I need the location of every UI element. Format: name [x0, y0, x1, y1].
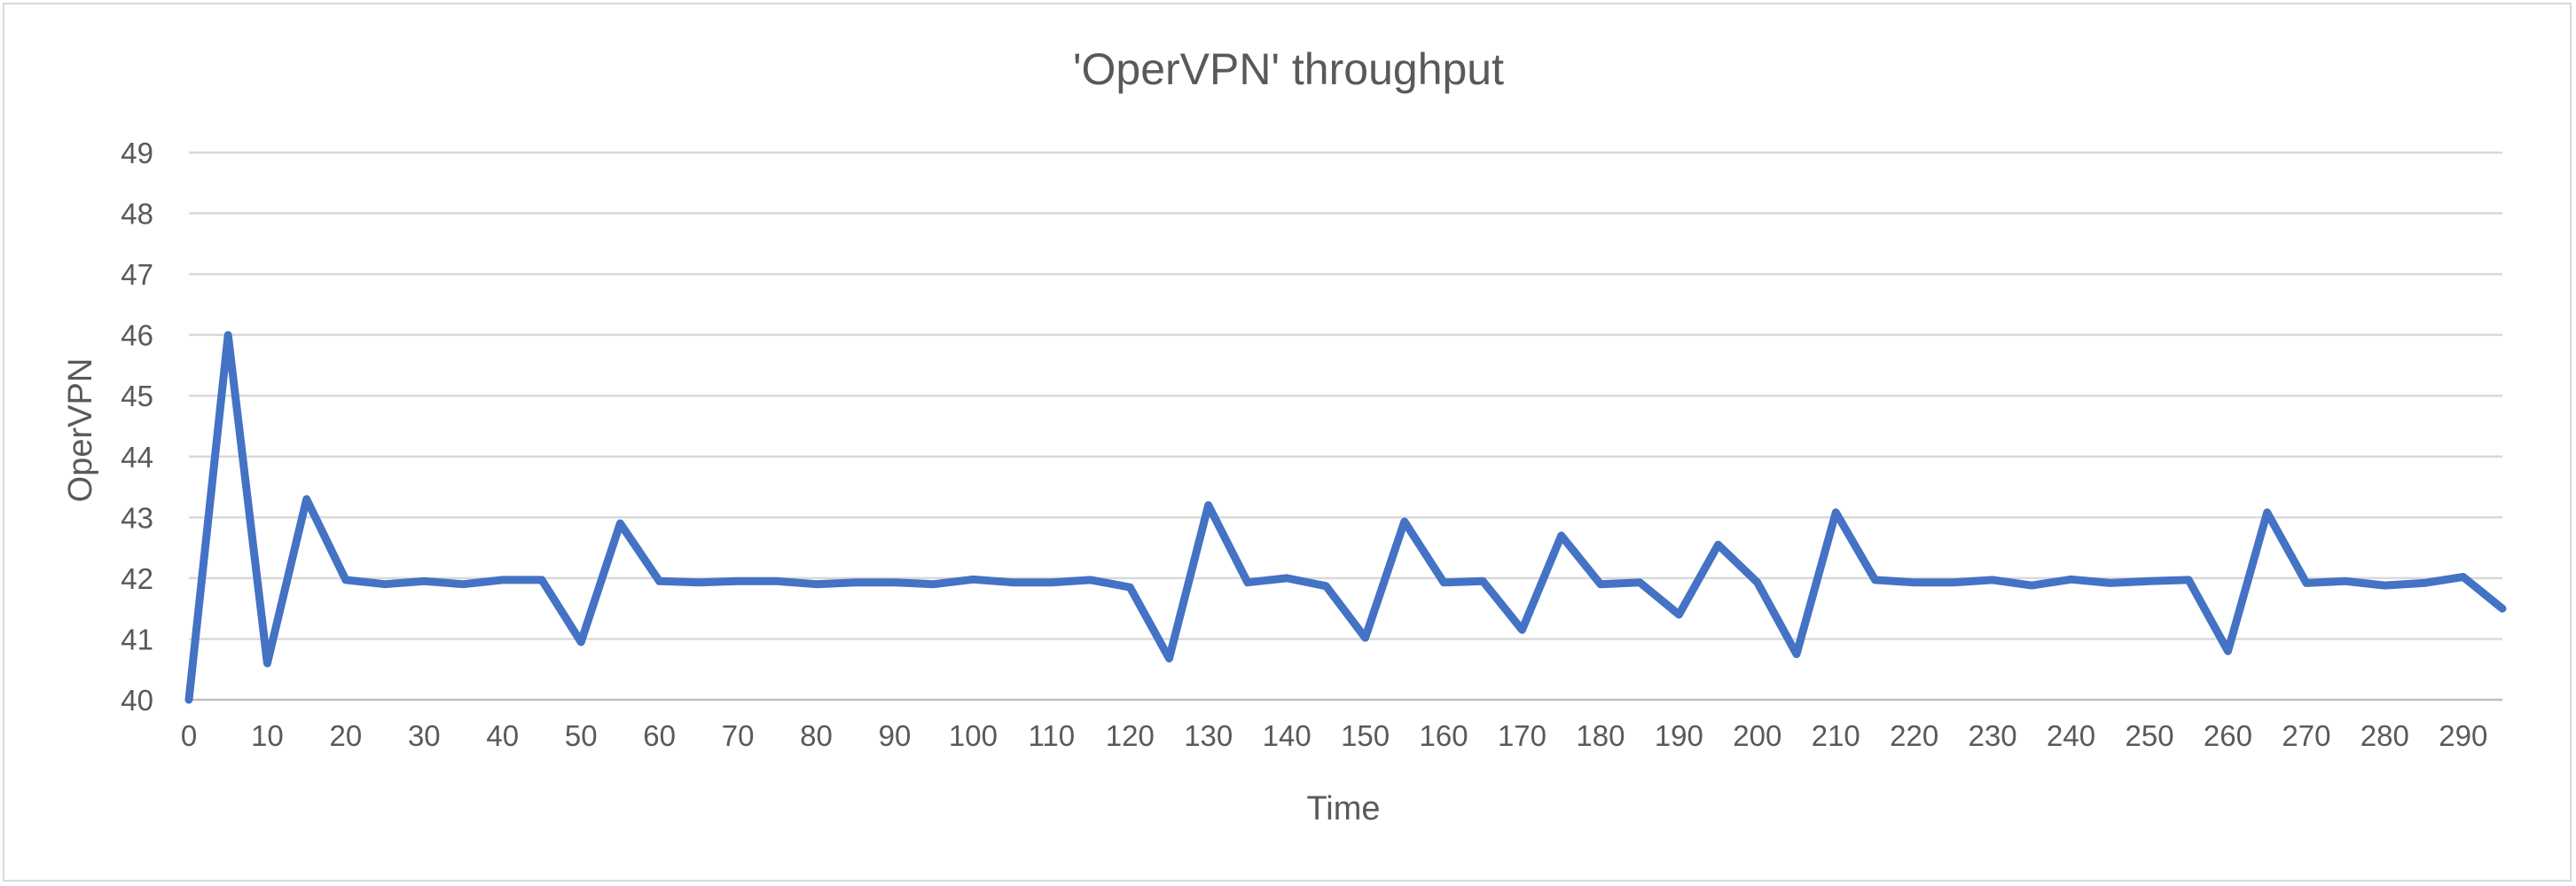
data-point	[1208, 505, 1210, 506]
data-point	[2384, 584, 2385, 586]
y-tick-label: 46	[121, 319, 153, 352]
data-point	[1325, 585, 1327, 587]
x-tick-label: 200	[1733, 719, 1781, 752]
data-point	[1169, 657, 1170, 659]
data-point	[1012, 582, 1014, 584]
x-tick-label: 20	[330, 719, 363, 752]
y-axis-ticks: 40 41 42 43 44 45 46 47 48 49	[121, 137, 153, 717]
x-tick-label: 210	[1812, 719, 1860, 752]
data-point	[1129, 586, 1131, 588]
data-point	[1404, 521, 1405, 522]
data-point	[2345, 580, 2346, 582]
x-tick-label: 290	[2439, 719, 2487, 752]
data-point	[306, 498, 308, 500]
y-tick-label: 48	[121, 198, 153, 231]
data-point	[1953, 582, 1954, 584]
x-tick-label: 220	[1890, 719, 1938, 752]
x-tick-label: 90	[879, 719, 912, 752]
data-point	[227, 334, 229, 336]
x-tick-label: 110	[1029, 719, 1076, 752]
data-point	[1482, 580, 1484, 582]
y-tick-label: 40	[121, 684, 153, 717]
x-tick-label: 130	[1184, 719, 1233, 752]
series-layer	[184, 331, 2507, 704]
x-tick-label: 170	[1498, 719, 1546, 752]
x-tick-label: 240	[2047, 719, 2095, 752]
y-axis-label: OperVPN	[62, 358, 99, 503]
x-tick-label: 230	[1969, 719, 2017, 752]
data-point	[894, 582, 896, 584]
data-point	[2462, 576, 2464, 577]
x-tick-label: 120	[1106, 719, 1155, 752]
x-tick-label: 150	[1341, 719, 1390, 752]
x-tick-label: 260	[2204, 719, 2252, 752]
y-tick-label: 44	[121, 441, 153, 474]
data-point	[1365, 637, 1366, 639]
data-point	[855, 582, 857, 584]
data-point	[972, 578, 974, 580]
x-tick-label: 140	[1263, 719, 1311, 752]
data-point	[2423, 582, 2425, 584]
y-tick-label: 42	[121, 562, 153, 595]
data-point	[1561, 535, 1562, 537]
x-tick-label: 190	[1655, 719, 1703, 752]
x-tick-label: 60	[643, 719, 676, 752]
data-point	[2502, 608, 2503, 609]
data-point	[1247, 582, 1249, 584]
x-axis-label: Time	[1306, 790, 1380, 827]
x-tick-label: 50	[565, 719, 598, 752]
x-tick-label: 180	[1576, 719, 1625, 752]
chart-title: 'OperVPN' throughput	[1073, 44, 1504, 94]
data-point	[502, 579, 504, 581]
y-tick-label: 49	[121, 137, 153, 169]
data-point	[619, 522, 621, 524]
y-tick-label: 47	[121, 258, 153, 291]
x-tick-label: 160	[1420, 719, 1468, 752]
data-point	[188, 699, 190, 701]
x-tick-label: 0	[181, 719, 197, 752]
data-point	[423, 580, 425, 582]
x-tick-label: 40	[486, 719, 519, 752]
data-point	[776, 580, 778, 582]
x-tick-label: 270	[2282, 719, 2330, 752]
data-point	[2149, 580, 2150, 582]
data-point	[737, 580, 739, 582]
x-tick-label: 70	[722, 719, 755, 752]
data-point	[1757, 582, 1758, 584]
data-point	[1443, 582, 1445, 584]
data-point	[698, 582, 700, 584]
x-tick-label: 100	[949, 719, 998, 752]
data-point	[541, 579, 543, 581]
data-point	[1286, 577, 1288, 579]
data-point	[2188, 579, 2189, 581]
data-point	[659, 580, 661, 582]
data-point	[345, 579, 347, 581]
data-point	[580, 641, 582, 643]
x-tick-label: 280	[2361, 719, 2409, 752]
x-tick-label: 30	[408, 719, 441, 752]
data-point	[1522, 629, 1523, 631]
x-tick-label: 10	[251, 719, 284, 752]
data-point	[1090, 579, 1092, 581]
y-tick-label: 43	[121, 501, 153, 534]
x-tick-label: 250	[2125, 719, 2173, 752]
chart-frame	[3, 3, 2572, 882]
y-tick-label: 41	[121, 623, 153, 655]
data-point	[1051, 582, 1053, 584]
x-tick-label: 80	[800, 719, 833, 752]
x-axis-ticks: 0 10 20 30 40 50 60 70 80 90 100 110 120 130 140 150 160…	[181, 719, 2487, 752]
y-tick-label: 45	[121, 380, 153, 412]
